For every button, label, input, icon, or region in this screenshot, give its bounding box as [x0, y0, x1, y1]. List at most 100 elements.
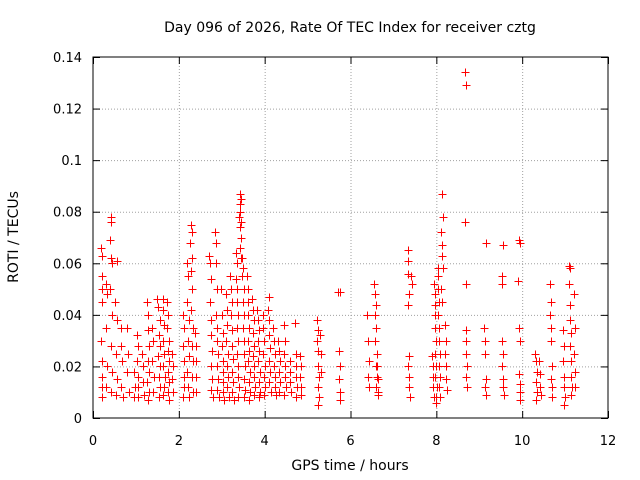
data-point: [236, 208, 245, 217]
data-point: [265, 331, 274, 340]
data-point: [207, 331, 216, 340]
data-point: [296, 352, 305, 361]
data-point: [183, 259, 192, 268]
x-tick-label: 8: [432, 434, 440, 449]
data-point: [406, 393, 415, 402]
data-point: [154, 352, 163, 361]
data-point: [547, 324, 556, 333]
data-point: [218, 311, 227, 320]
data-point: [442, 362, 451, 371]
y-tick-labels: 0 0.02 0.04 0.06 0.08 0.1 0.12 0.14: [53, 51, 82, 427]
data-point: [134, 383, 143, 392]
data-point: [245, 378, 254, 387]
data-point: [187, 221, 196, 230]
data-point: [404, 257, 413, 266]
data-point: [106, 236, 115, 245]
data-point: [192, 357, 201, 366]
data-point: [148, 357, 157, 366]
data-point: [106, 285, 115, 294]
data-point: [219, 357, 228, 366]
data-point: [98, 357, 107, 366]
data-point: [240, 375, 249, 384]
data-point: [371, 337, 380, 346]
data-point: [219, 378, 228, 387]
data-point: [254, 316, 263, 325]
data-point: [179, 311, 188, 320]
x-tick-label: 0: [89, 434, 97, 449]
y-tick-label: 0.02: [53, 360, 82, 375]
data-point: [108, 311, 117, 320]
data-point: [335, 347, 344, 356]
data-point: [270, 362, 279, 371]
data-point: [154, 303, 163, 312]
data-point: [228, 342, 237, 351]
data-point: [250, 373, 259, 382]
data-point: [98, 298, 107, 307]
data-point: [260, 337, 269, 346]
data-point: [227, 311, 236, 320]
data-point: [570, 350, 579, 359]
data-point: [442, 337, 451, 346]
data-point: [241, 386, 250, 395]
data-point: [236, 244, 245, 253]
data-point: [372, 324, 381, 333]
data-point: [286, 368, 295, 377]
data-point: [240, 350, 249, 359]
data-point: [233, 350, 242, 359]
data-point: [188, 285, 197, 294]
data-point: [134, 393, 143, 402]
data-point: [547, 298, 556, 307]
data-point: [223, 362, 232, 371]
data-point: [498, 362, 507, 371]
data-point: [113, 316, 122, 325]
data-point: [463, 362, 472, 371]
data-point: [498, 272, 507, 281]
data-point: [107, 342, 116, 351]
data-point: [404, 301, 413, 310]
data-point: [281, 373, 290, 382]
data-point: [570, 290, 579, 299]
data-point: [103, 290, 112, 299]
data-point: [499, 383, 508, 392]
data-point: [226, 272, 235, 281]
data-point: [113, 375, 122, 384]
data-point: [165, 337, 174, 346]
data-point: [134, 373, 143, 382]
data-point: [314, 362, 323, 371]
data-point: [531, 350, 540, 359]
data-point: [165, 396, 174, 405]
data-points: [97, 68, 580, 410]
data-point: [408, 280, 417, 289]
data-point: [156, 342, 165, 351]
data-point: [374, 388, 383, 397]
data-point: [561, 393, 570, 402]
data-point: [249, 352, 258, 361]
data-point: [515, 370, 524, 379]
y-tick-label: 0.08: [53, 206, 82, 221]
data-point: [224, 373, 233, 382]
data-point: [315, 393, 324, 402]
data-point: [548, 362, 557, 371]
data-point: [261, 362, 270, 371]
data-point: [117, 383, 126, 392]
data-point: [113, 257, 122, 266]
data-point: [480, 324, 489, 333]
data-point: [112, 391, 121, 400]
data-point: [276, 378, 285, 387]
data-point: [516, 337, 525, 346]
data-point: [275, 368, 284, 377]
data-point: [255, 378, 264, 387]
data-point: [266, 368, 275, 377]
data-point: [143, 378, 152, 387]
data-point: [461, 68, 470, 77]
data-point: [111, 298, 120, 307]
data-point: [315, 373, 324, 382]
data-point: [191, 329, 200, 338]
data-point: [364, 373, 373, 382]
data-point: [435, 362, 444, 371]
data-point: [547, 375, 556, 384]
data-point: [119, 393, 128, 402]
data-point: [405, 352, 414, 361]
data-point: [370, 280, 379, 289]
